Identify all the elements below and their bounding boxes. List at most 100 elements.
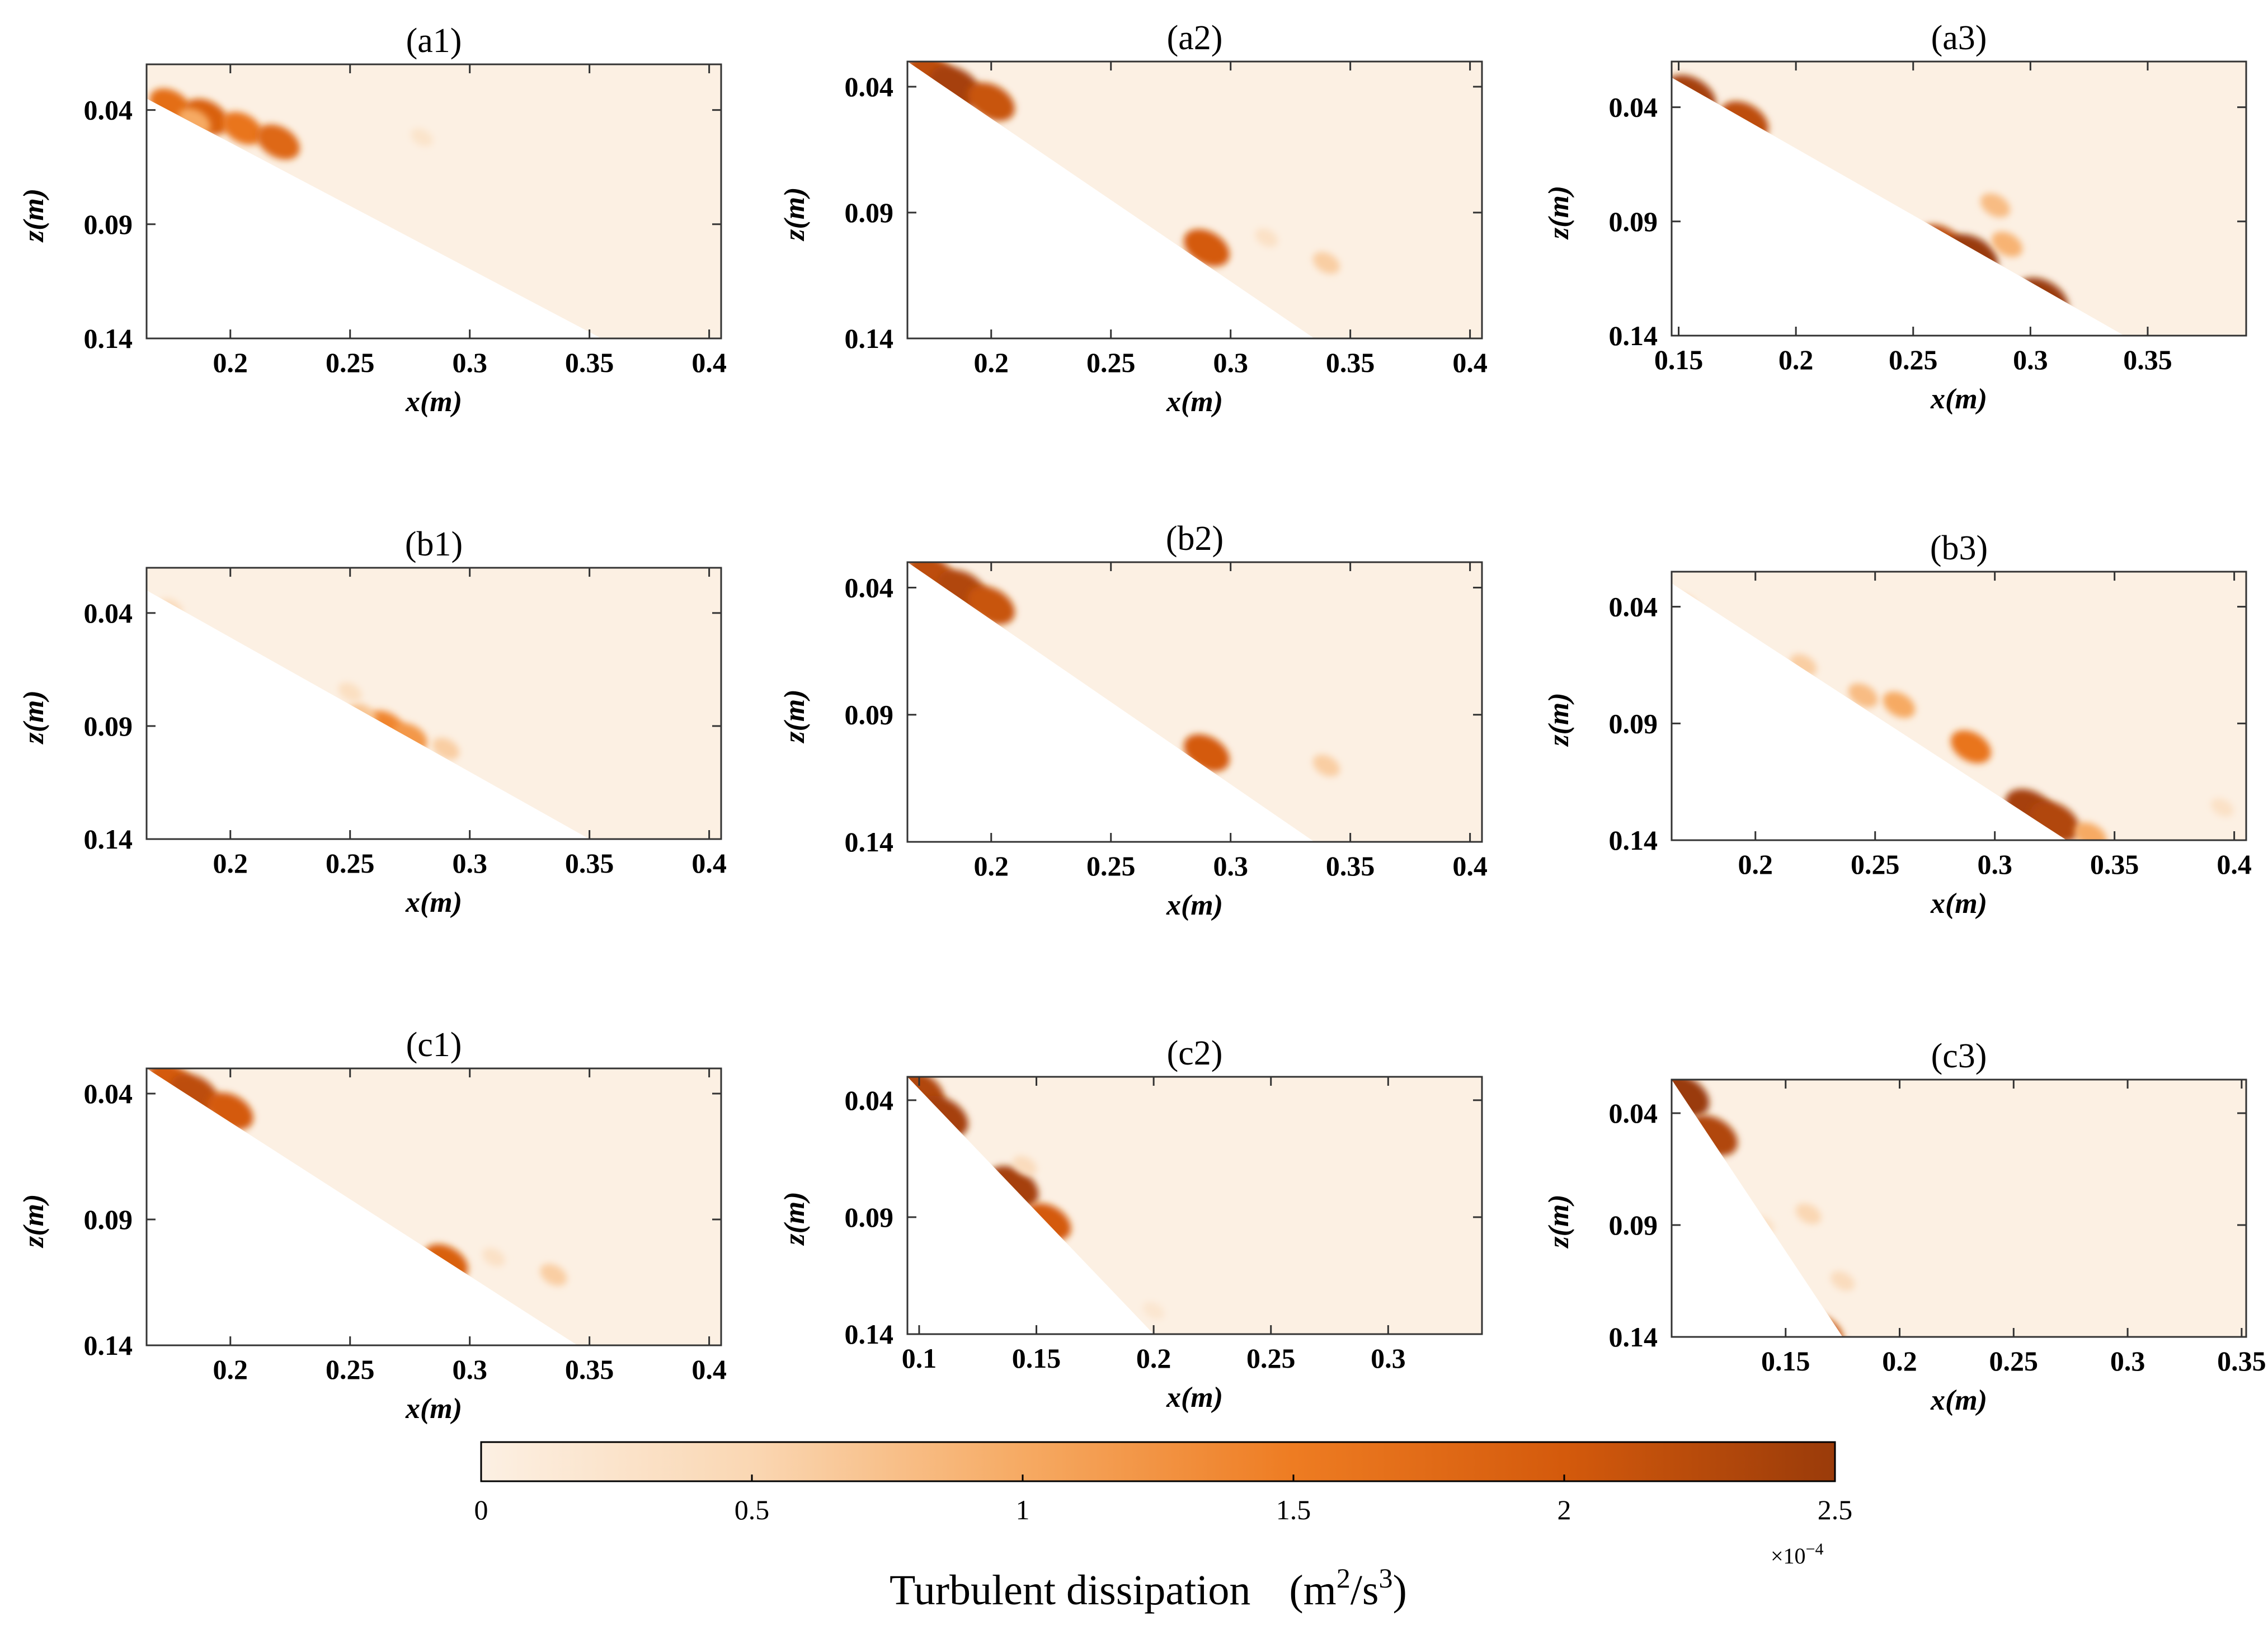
y-tick-label: 0.04 (845, 1085, 894, 1116)
x-axis-label: x(m) (1166, 1382, 1223, 1414)
panel-title: (c2) (1167, 1034, 1223, 1072)
x-tick-label: 0.25 (1086, 347, 1136, 378)
x-axis-label: x(m) (1930, 1384, 1987, 1416)
axes-frame (145, 63, 722, 340)
y-axis-label: z(m) (18, 690, 50, 745)
y-tick-label: 0.09 (845, 699, 894, 731)
panel-title: (b2) (1166, 520, 1224, 558)
x-axis-label: x(m) (1166, 386, 1223, 418)
y-tick-label: 0.04 (84, 95, 133, 126)
x-tick-label: 0.2 (213, 347, 248, 378)
panel-title: (c1) (406, 1026, 462, 1064)
axes-frame (906, 60, 1483, 340)
colorbar-unit: (m (1289, 1567, 1336, 1614)
dissipation-hotspot (1830, 1271, 1855, 1291)
dissipation-hotspot (432, 737, 459, 760)
x-tick-label: 0.15 (1761, 1345, 1810, 1377)
colorbar-multiplier-exp: −4 (1806, 1540, 1824, 1558)
domain-fill (1672, 62, 2246, 336)
y-tick-label: 0.09 (84, 710, 133, 742)
x-tick-label: 0.25 (1851, 849, 1900, 880)
y-tick-label: 0.09 (84, 209, 133, 240)
dissipation-hotspot (338, 682, 362, 702)
x-tick-label: 0.1 (902, 1343, 937, 1374)
axes-frame (145, 1067, 722, 1346)
y-tick-label: 0.09 (1609, 708, 1658, 739)
domain-fill (147, 1068, 721, 1345)
x-tick-label: 0.3 (1213, 347, 1248, 378)
panel-title: (b3) (1930, 529, 1988, 567)
y-tick-label: 0.04 (1609, 1098, 1658, 1129)
x-tick-label: 0.3 (2013, 344, 2048, 375)
panel-title: (a1) (406, 22, 462, 60)
axes-frame (145, 567, 722, 840)
dissipation-hotspot (1312, 252, 1340, 274)
y-tick-label: 0.04 (845, 71, 894, 102)
colorbar-gradient (480, 1441, 1836, 1482)
y-axis-label: z(m) (1543, 1194, 1575, 1249)
dissipation-hotspot (1883, 691, 1916, 718)
x-tick-label: 0.25 (326, 1354, 375, 1385)
x-tick-label: 0.35 (2090, 849, 2139, 880)
colorbar-tick-label: 1.5 (1276, 1494, 1311, 1525)
x-tick-label: 0.2 (1738, 849, 1773, 880)
domain-fill (1672, 572, 2246, 840)
colorbar-tick-label: 2 (1558, 1494, 1571, 1525)
colorbar-multiplier: ×10−4 (1771, 1540, 1823, 1569)
y-tick-label: 0.04 (1609, 591, 1658, 623)
panel-a3: 0.15 0.2 0.25 0.3 0.35 0.04 0.09 0.14 (a3) x(m) z(… (1543, 19, 2247, 415)
x-tick-label: 0.2 (974, 850, 1009, 882)
y-tick-label: 0.04 (84, 1078, 133, 1109)
y-tick-label: 0.04 (845, 572, 894, 603)
x-tick-label: 0.4 (691, 1354, 727, 1385)
y-axis-label: z(m) (18, 189, 50, 243)
x-tick-label: 0.25 (326, 347, 375, 378)
panels: 0.2 0.25 0.3 0.35 0.4 0.04 0.09 0.14 (a1) x(m) z(m… (18, 19, 2266, 1425)
panel-c1: 0.2 0.25 0.3 0.35 0.4 0.04 0.09 0.14 (c1) x(m) z(m… (18, 1026, 727, 1425)
x-tick-label: 0.3 (1977, 849, 2012, 880)
x-tick-label: 0.15 (1654, 344, 1704, 375)
domain-fill (1672, 1080, 2246, 1337)
y-tick-label: 0.14 (84, 1330, 133, 1361)
dissipation-hotspot (1312, 754, 1340, 777)
dissipation-hotspot (2210, 798, 2234, 817)
y-tick-label: 0.14 (1609, 1321, 1658, 1353)
dissipation-hotspot (1991, 232, 2023, 257)
dissipation-hotspot (411, 128, 433, 147)
x-axis-label: x(m) (405, 1393, 462, 1425)
colorbar-tick-label: 0.5 (735, 1494, 770, 1525)
x-tick-label: 0.4 (691, 847, 727, 879)
x-tick-label: 0.2 (1778, 344, 1814, 375)
panel-title: (a2) (1167, 19, 1223, 57)
colorbar-ticks: 0 0.5 1 1.5 2 2.5 (474, 1475, 1852, 1525)
x-tick-label: 0.35 (1326, 347, 1375, 378)
dissipation-hotspot (1980, 193, 2010, 218)
domain-fill (907, 1077, 1482, 1334)
panel-b1: 0.2 0.25 0.3 0.35 0.4 0.04 0.09 0.14 (b1) x(m) z(m… (18, 525, 727, 919)
dissipation-hotspot (1950, 730, 1991, 764)
y-tick-label: 0.14 (84, 823, 133, 855)
y-tick-label: 0.14 (845, 1318, 894, 1350)
dissipation-hotspot (1795, 1203, 1822, 1224)
x-tick-label: 0.35 (565, 1354, 614, 1385)
x-tick-label: 0.25 (1246, 1343, 1296, 1374)
panel-c3: 0.15 0.2 0.25 0.3 0.35 0.04 0.09 0.14 (c3) x(m) z(… (1543, 1037, 2266, 1416)
x-tick-label: 0.2 (1136, 1343, 1171, 1374)
y-tick-label: 0.09 (1609, 206, 1658, 237)
y-axis-label: z(m) (1543, 186, 1575, 240)
colorbar: 0 0.5 1 1.5 2 2.5 ×10−4 Turbulent dissipation… (474, 1441, 1852, 1614)
dissipation-hotspot (2074, 822, 2107, 840)
x-axis-label: x(m) (1930, 888, 1987, 920)
y-tick-label: 0.14 (84, 323, 133, 354)
colorbar-tick-label: 0 (474, 1494, 488, 1525)
x-tick-label: 0.35 (565, 347, 614, 378)
x-tick-label: 0.3 (2110, 1345, 2145, 1377)
x-tick-label: 0.35 (1326, 850, 1375, 882)
domain-fill (147, 568, 721, 839)
x-tick-label: 0.2 (213, 847, 248, 879)
panel-c2: 0.1 0.15 0.2 0.25 0.3 0.04 0.09 0.14 (c2) x(m) z(m… (779, 1034, 1483, 1414)
panel-a1: 0.2 0.25 0.3 0.35 0.4 0.04 0.09 0.14 (a1) x(m) z(m… (18, 22, 727, 418)
x-tick-label: 0.25 (1889, 344, 1938, 375)
x-tick-label: 0.2 (974, 347, 1009, 378)
